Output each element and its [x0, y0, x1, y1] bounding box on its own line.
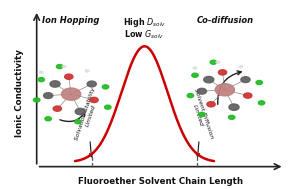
- Circle shape: [87, 81, 96, 87]
- Circle shape: [258, 101, 265, 105]
- Circle shape: [38, 78, 44, 82]
- Text: Solvation Stability
Limited: Solvation Stability Limited: [74, 86, 102, 143]
- Circle shape: [199, 112, 205, 116]
- Text: Ion Hopping: Ion Hopping: [42, 16, 100, 25]
- Circle shape: [210, 60, 217, 64]
- Circle shape: [90, 97, 98, 103]
- Text: Fluoroether Solvent Chain Length: Fluoroether Solvent Chain Length: [78, 177, 243, 186]
- Circle shape: [65, 74, 73, 79]
- Text: Solvent Diffusion
Limited: Solvent Diffusion Limited: [187, 88, 214, 141]
- Circle shape: [192, 73, 198, 77]
- Circle shape: [193, 67, 197, 70]
- Circle shape: [218, 70, 227, 75]
- Circle shape: [204, 76, 214, 83]
- Circle shape: [39, 71, 44, 74]
- Circle shape: [33, 98, 40, 102]
- Circle shape: [53, 106, 61, 111]
- Circle shape: [229, 104, 239, 110]
- Circle shape: [61, 88, 81, 100]
- Circle shape: [44, 93, 53, 98]
- Circle shape: [215, 84, 235, 96]
- Text: High $\mathit{D}_{solv}$: High $\mathit{D}_{solv}$: [123, 16, 166, 29]
- Circle shape: [85, 70, 89, 72]
- Circle shape: [197, 88, 207, 94]
- Circle shape: [50, 81, 60, 87]
- Circle shape: [56, 65, 63, 69]
- Circle shape: [216, 61, 220, 64]
- Circle shape: [207, 102, 215, 107]
- Text: Co-diffusion: Co-diffusion: [196, 16, 253, 25]
- Circle shape: [45, 117, 51, 121]
- Circle shape: [75, 108, 85, 115]
- Circle shape: [256, 81, 263, 84]
- Circle shape: [229, 115, 235, 119]
- Circle shape: [187, 94, 194, 98]
- Text: Ionic Conductivity: Ionic Conductivity: [15, 49, 24, 137]
- Circle shape: [105, 105, 111, 109]
- Circle shape: [62, 65, 66, 68]
- Circle shape: [241, 77, 250, 83]
- Circle shape: [239, 65, 243, 68]
- Circle shape: [75, 120, 81, 124]
- Text: Low $\mathit{G}_{solv}$: Low $\mathit{G}_{solv}$: [124, 29, 165, 41]
- Circle shape: [102, 85, 109, 89]
- Circle shape: [244, 93, 252, 98]
